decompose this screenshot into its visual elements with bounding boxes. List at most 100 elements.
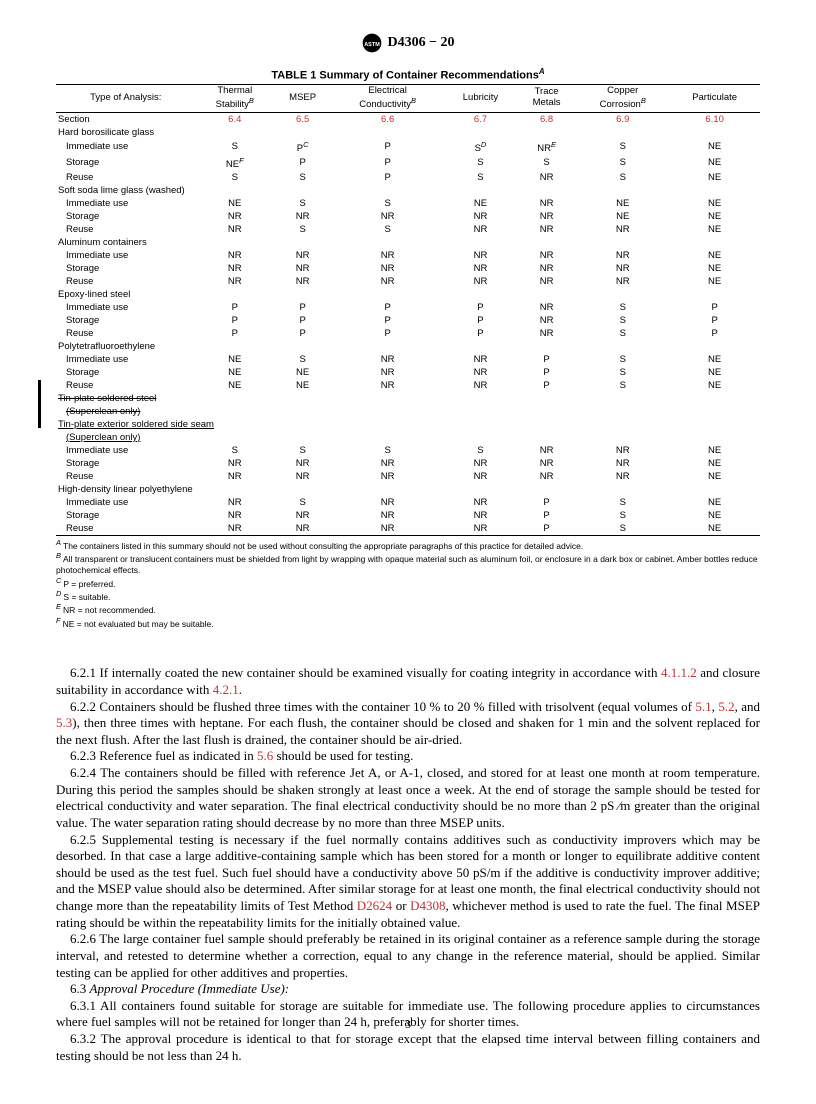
group-label: (Superclean only) — [56, 405, 760, 418]
cell: NE — [669, 509, 760, 522]
cell: NR — [576, 223, 669, 236]
cell: NE — [669, 444, 760, 457]
row-label: Storage — [56, 314, 196, 327]
group-label: Aluminum containers — [56, 236, 760, 249]
cell: P — [517, 353, 576, 366]
group-label: High-density linear polyethylene — [56, 483, 760, 496]
cell: NR — [517, 314, 576, 327]
cell: S — [576, 522, 669, 536]
cell: NR — [274, 470, 331, 483]
cell: NE — [669, 223, 760, 236]
cell: P — [331, 301, 444, 314]
cell: NR — [444, 262, 517, 275]
change-bar — [38, 380, 41, 428]
cell: NR — [444, 470, 517, 483]
cell: NR — [444, 379, 517, 392]
cell: P — [196, 327, 274, 340]
row-label: Immediate use — [56, 249, 196, 262]
row-label: Storage — [56, 210, 196, 223]
cell: NE — [196, 366, 274, 379]
paragraph: 6.2.4 The containers should be filled wi… — [56, 765, 760, 832]
group-label: (Superclean only) — [56, 431, 760, 444]
svg-text:ASTM: ASTM — [365, 42, 381, 48]
cell: NR — [517, 444, 576, 457]
cell: NR — [331, 379, 444, 392]
cell: S — [444, 171, 517, 184]
cell: P — [517, 379, 576, 392]
group-label: Soft soda lime glass (washed) — [56, 184, 760, 197]
cell: NR — [331, 210, 444, 223]
cell: NR — [331, 262, 444, 275]
footnote: BAll transparent or translucent containe… — [56, 551, 760, 575]
cell: NE — [196, 379, 274, 392]
cell: NR — [274, 210, 331, 223]
cell: NE — [196, 353, 274, 366]
paragraph: 6.2.2 Containers should be flushed three… — [56, 699, 760, 749]
cell: S — [274, 223, 331, 236]
cell: NEF — [196, 155, 274, 171]
cell: S — [196, 139, 274, 155]
cell: S — [576, 155, 669, 171]
section-ref: 6.9 — [576, 112, 669, 126]
row-label: Reuse — [56, 522, 196, 536]
cell: S — [444, 155, 517, 171]
table-footnotes: AThe containers listed in this summary s… — [56, 538, 760, 629]
col-header: TraceMetals — [517, 84, 576, 112]
cell: NR — [517, 301, 576, 314]
row-label: Immediate use — [56, 353, 196, 366]
cell: NE — [669, 379, 760, 392]
cell: NR — [196, 496, 274, 509]
cell: NE — [576, 210, 669, 223]
row-label: Immediate use — [56, 496, 196, 509]
cell: P — [196, 301, 274, 314]
cell: S — [576, 496, 669, 509]
cell: NR — [444, 366, 517, 379]
cell: NR — [196, 275, 274, 288]
cell: S — [576, 327, 669, 340]
cell: NRE — [517, 139, 576, 155]
paragraph: 6.2.5 Supplemental testing is necessary … — [56, 832, 760, 932]
cell: NE — [444, 197, 517, 210]
cell: NE — [669, 457, 760, 470]
cell: NR — [444, 210, 517, 223]
cell: S — [274, 496, 331, 509]
row-label: Storage — [56, 262, 196, 275]
cell: NE — [669, 522, 760, 536]
cell: P — [517, 496, 576, 509]
cell: NE — [669, 155, 760, 171]
footnote: DS = suitable. — [56, 589, 760, 602]
cell: NE — [274, 379, 331, 392]
cell: P — [331, 155, 444, 171]
cell: NR — [517, 171, 576, 184]
cell: NR — [331, 509, 444, 522]
cell: NR — [196, 210, 274, 223]
cell: NR — [517, 262, 576, 275]
cell: NR — [274, 275, 331, 288]
cell: PC — [274, 139, 331, 155]
cell: NE — [669, 496, 760, 509]
cell: NE — [576, 197, 669, 210]
cell: NE — [669, 197, 760, 210]
cell: P — [669, 314, 760, 327]
cell: S — [331, 223, 444, 236]
row-label: Reuse — [56, 327, 196, 340]
cell: S — [576, 366, 669, 379]
row-label: Storage — [56, 509, 196, 522]
cell: P — [331, 327, 444, 340]
cell: P — [669, 301, 760, 314]
cell: NE — [669, 353, 760, 366]
cell: NR — [517, 197, 576, 210]
cell: NE — [669, 171, 760, 184]
row-label: Storage — [56, 366, 196, 379]
cell: NR — [196, 509, 274, 522]
cell: S — [576, 314, 669, 327]
cell: NR — [331, 249, 444, 262]
cell: NR — [576, 249, 669, 262]
footnote: ENR = not recommended. — [56, 602, 760, 615]
cell: NR — [331, 457, 444, 470]
paragraph: 6.2.1 If internally coated the new conta… — [56, 665, 760, 698]
cell: P — [331, 314, 444, 327]
cell: NR — [331, 496, 444, 509]
cell: P — [669, 327, 760, 340]
cell: NR — [576, 262, 669, 275]
